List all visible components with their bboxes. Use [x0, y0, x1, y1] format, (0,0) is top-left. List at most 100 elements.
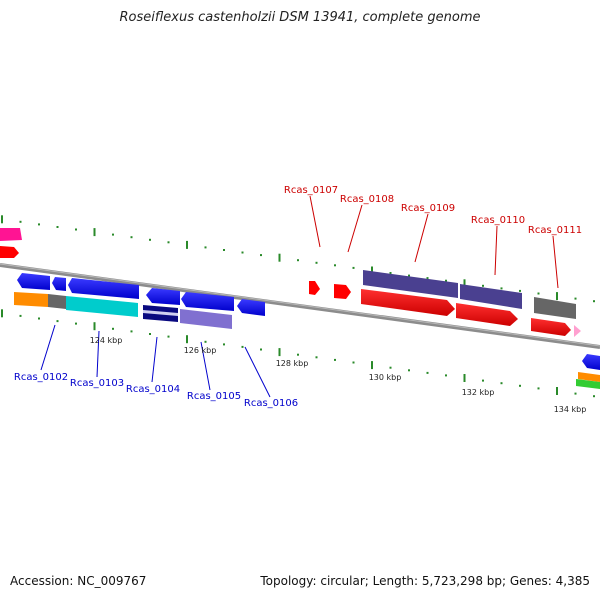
minor-tick: [130, 236, 133, 239]
gene-label: Rcas_0104: [126, 384, 180, 395]
minor-tick: [445, 279, 447, 282]
minor-tick: [149, 238, 151, 241]
minor-tick: [500, 287, 503, 290]
minor-tick: [352, 361, 355, 364]
lavender-feature: [180, 309, 232, 329]
red-gene-arrow: [531, 318, 571, 336]
major-tick: [463, 279, 466, 288]
leader-line: [309, 195, 321, 248]
gene-label: Rcas_0105: [187, 391, 241, 402]
cyan-feature: [66, 296, 138, 317]
minor-tick: [408, 369, 410, 372]
blue-gene-arrow: [181, 292, 234, 311]
top-gene-labels: Rcas_0107 Rcas_0108 Rcas_0109 Rcas_0110 …: [284, 185, 582, 236]
pink-gene-arrow: [574, 325, 581, 337]
leader-line: [347, 204, 363, 253]
blue-gene-arrow: [52, 277, 66, 291]
major-tick: [556, 292, 558, 301]
minor-tick: [241, 251, 244, 254]
minor-tick: [204, 246, 207, 249]
minor-tick: [38, 317, 40, 320]
lower-tick-row: [1, 309, 595, 398]
minor-tick: [297, 259, 299, 262]
major-tick: [93, 322, 96, 331]
gene-label: Rcas_0108: [340, 194, 394, 205]
blue-gene-arrow: [17, 273, 50, 290]
major-tick: [463, 374, 466, 382]
top-leader-lines: [309, 195, 559, 289]
minor-tick: [593, 300, 595, 303]
red-gene-arrow: [456, 303, 518, 326]
minor-tick: [352, 266, 355, 269]
major-tick: [1, 309, 3, 318]
blue-gene-arrow: [68, 278, 139, 299]
topology-text: Topology: circular; Length: 5,723,298 bp…: [260, 574, 590, 588]
red-gene-arrow: [361, 289, 455, 316]
leader-line: [96, 330, 100, 378]
minor-tick: [500, 382, 503, 385]
minor-tick: [223, 249, 225, 251]
major-tick: [556, 387, 558, 395]
major-tick: [371, 361, 373, 370]
minor-tick: [426, 277, 429, 280]
minor-tick: [574, 297, 577, 300]
blue-gene-arrow: [146, 288, 180, 305]
green-feature: [576, 379, 600, 389]
minor-tick: [334, 264, 336, 267]
kbp-label: 134 kbp: [554, 405, 587, 414]
major-tick: [278, 253, 281, 262]
kbp-scale-labels: 124 kbp 126 kbp 128 kbp 130 kbp 132 kbp …: [90, 336, 587, 414]
lower-features-left: [14, 292, 232, 329]
major-tick: [371, 266, 373, 275]
minor-tick: [260, 348, 262, 351]
gene-label: Rcas_0103: [70, 378, 124, 389]
minor-tick: [537, 387, 540, 390]
minor-tick: [75, 322, 77, 325]
minor-tick: [130, 330, 133, 333]
minor-tick: [408, 274, 410, 277]
major-tick: [93, 228, 96, 237]
gene-label: Rcas_0109: [401, 203, 455, 214]
minor-tick: [241, 345, 244, 348]
minor-tick: [297, 353, 299, 356]
kbp-label: 126 kbp: [184, 346, 217, 355]
gene-label: Rcas_0102: [14, 372, 68, 383]
minor-tick: [482, 379, 484, 382]
orange-feature: [578, 372, 600, 382]
forward-features-right: [309, 270, 600, 389]
major-tick: [278, 348, 281, 357]
major-tick: [1, 215, 3, 224]
major-tick: [186, 240, 188, 249]
minor-tick: [334, 358, 336, 361]
minor-tick: [167, 335, 170, 338]
red-gene-arrow: [334, 284, 351, 299]
minor-tick: [19, 314, 22, 317]
gene-label: Rcas_0110: [471, 215, 525, 226]
red-gene-arrow: [0, 246, 19, 258]
gene-label: Rcas_0111: [528, 225, 582, 236]
leader-line: [244, 346, 271, 398]
purple-feature: [363, 270, 458, 298]
minor-tick: [204, 340, 207, 343]
kbp-label: 128 kbp: [276, 359, 309, 368]
minor-tick: [112, 327, 114, 330]
leader-line: [552, 235, 559, 289]
minor-tick: [167, 241, 170, 244]
genome-backbone: [0, 263, 600, 349]
leader-line: [414, 213, 429, 263]
accession-text: Accession: NC_009767: [10, 574, 147, 588]
minor-tick: [593, 395, 595, 398]
minor-tick: [519, 289, 521, 292]
minor-tick: [149, 333, 151, 335]
orange-feature: [14, 292, 48, 307]
minor-tick: [75, 228, 77, 231]
minor-tick: [426, 371, 429, 374]
minor-tick: [56, 320, 59, 323]
minor-tick: [315, 261, 318, 264]
leader-line: [200, 341, 211, 391]
leader-line: [40, 324, 56, 371]
leader-line: [494, 225, 498, 276]
minor-tick: [315, 356, 318, 359]
gray-feature: [534, 297, 576, 319]
